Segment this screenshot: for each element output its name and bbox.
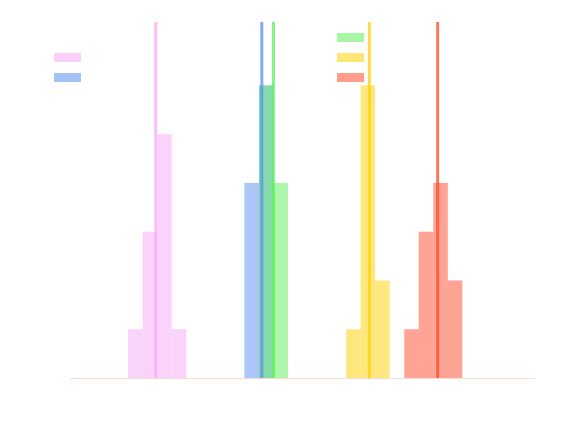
histogram-bar xyxy=(375,280,390,378)
histogram-bar xyxy=(244,182,259,378)
histogram-bar xyxy=(404,329,419,378)
legend-swatch xyxy=(337,53,364,62)
histogram-bar xyxy=(418,231,434,378)
histogram-bar xyxy=(273,182,288,378)
histogram-bar xyxy=(157,134,172,378)
histogram-bar xyxy=(346,329,361,378)
histogram-bar xyxy=(142,231,158,378)
legend-swatch xyxy=(337,33,364,42)
legend-swatch xyxy=(54,53,81,62)
histogram-bar xyxy=(171,329,187,378)
legend-swatch xyxy=(337,73,364,82)
legend-swatch xyxy=(54,73,81,82)
histogram-bar xyxy=(128,329,143,378)
histogram-bar xyxy=(433,182,448,378)
histogram-bar xyxy=(447,280,463,378)
